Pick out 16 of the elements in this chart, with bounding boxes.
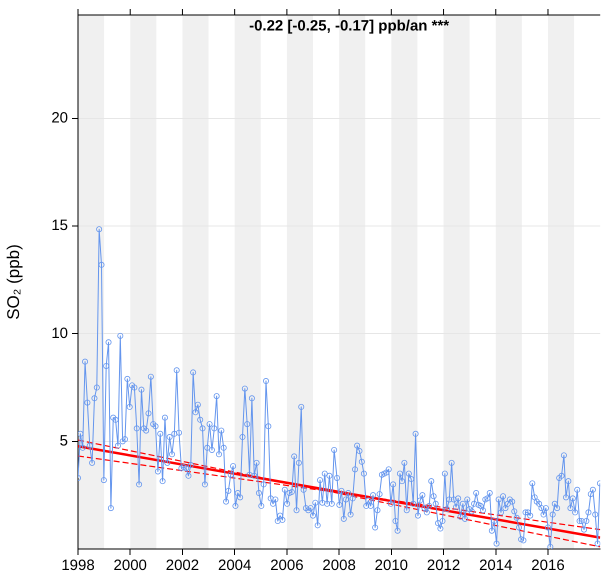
y-tick-label: 10: [51, 324, 68, 342]
annotation: -0.22 [-0.25, -0.17] ppb/an ***: [249, 18, 450, 35]
y-tick-label: 5: [60, 432, 68, 450]
y-tick-label: 15: [51, 217, 68, 234]
x-tick-label: 2004: [218, 557, 252, 574]
x-tick-label: 2008: [322, 557, 356, 574]
x-tick-label: 2014: [479, 557, 512, 574]
x-tick-label: 2012: [426, 557, 460, 574]
y-tick-label: 20: [51, 109, 68, 126]
x-tick-label: 1998: [61, 557, 95, 574]
x-tick-label: 2016: [531, 557, 565, 574]
x-tick-label: 2006: [270, 557, 304, 574]
x-tick-label: 2000: [114, 557, 147, 574]
x-tick-label: 2002: [166, 557, 200, 574]
x-tick-label: 2010: [374, 557, 408, 574]
y-axis-title: SO₂ (ppb): [4, 244, 23, 320]
